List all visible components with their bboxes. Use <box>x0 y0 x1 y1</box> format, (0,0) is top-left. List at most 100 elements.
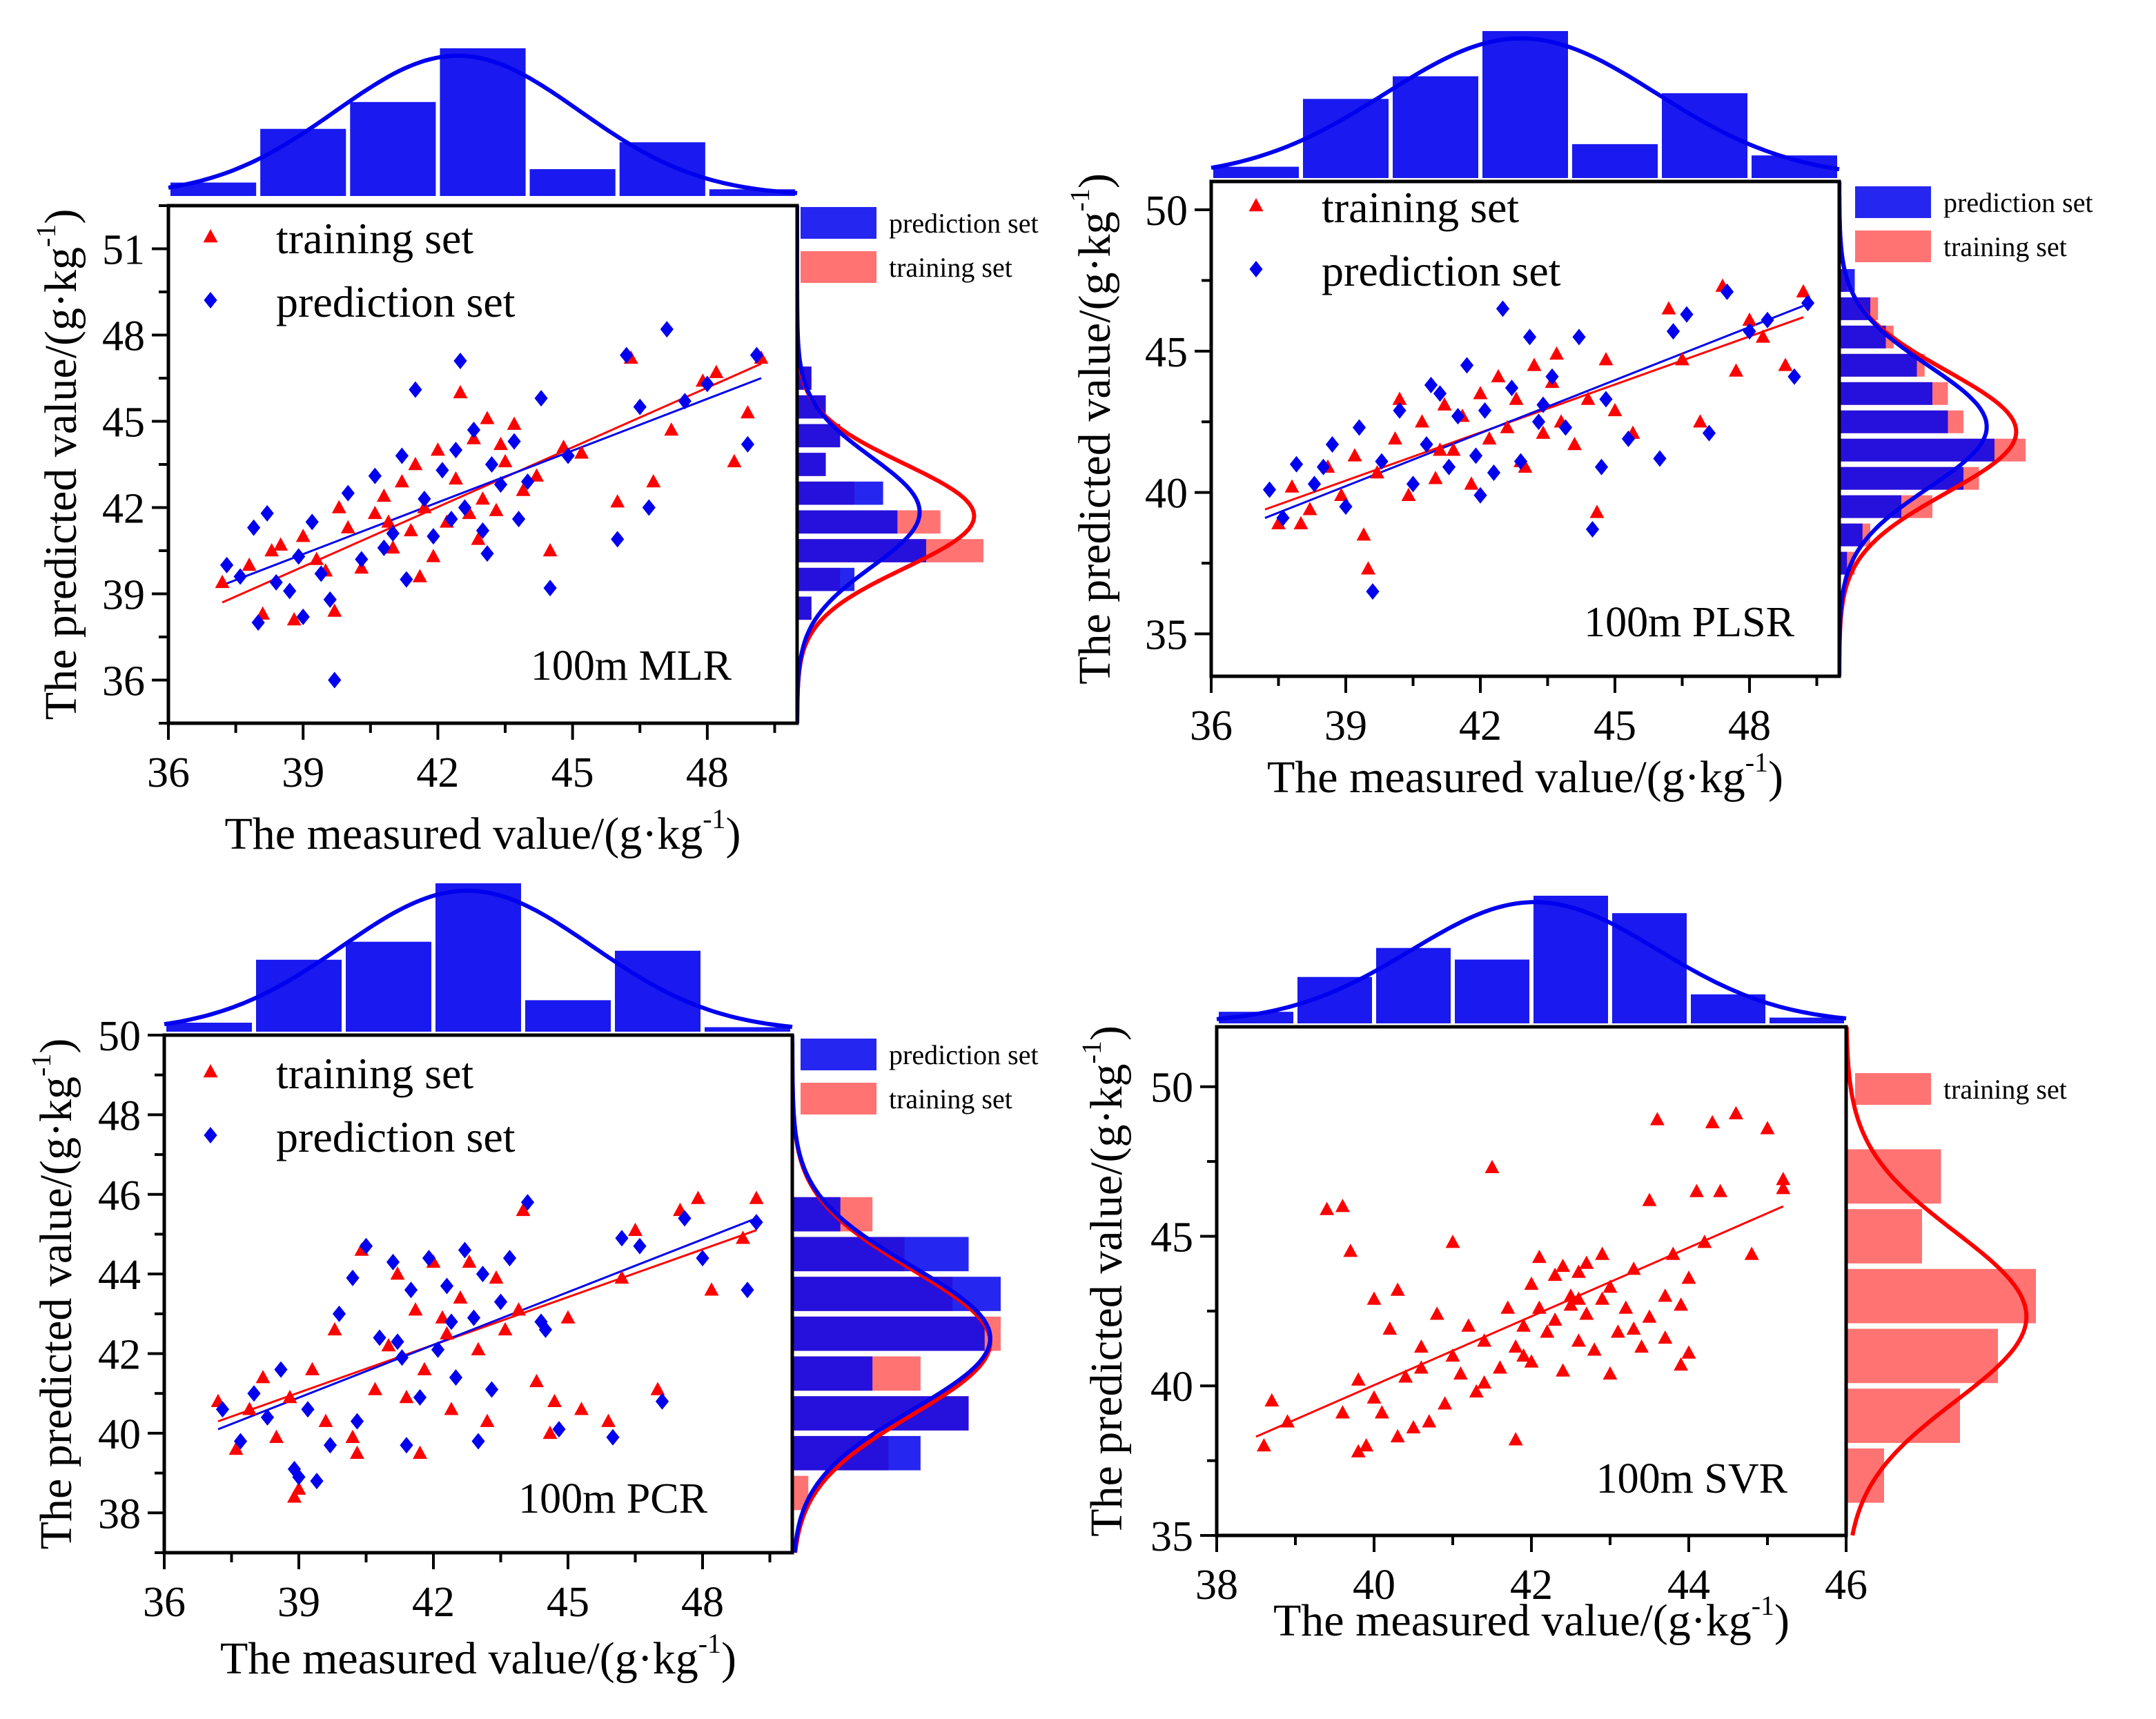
side-hist-bar-prediction <box>792 1316 985 1351</box>
data-point-training <box>1547 1312 1562 1326</box>
y-tick-label: 38 <box>98 1491 141 1538</box>
data-point-prediction <box>741 435 755 453</box>
data-point-training <box>327 603 342 617</box>
x-axis-label: The measured value/(g·kg-1) <box>220 1628 736 1684</box>
top-hist-bar <box>1482 31 1568 178</box>
data-point-training <box>1674 1297 1689 1311</box>
data-point-training <box>1571 1333 1586 1347</box>
data-point-training <box>273 537 288 551</box>
side-hist-bar-prediction <box>797 596 812 620</box>
top-hist-bar <box>705 1027 790 1032</box>
data-point-prediction <box>1496 300 1510 317</box>
data-point-training <box>408 1302 423 1316</box>
data-point-prediction <box>247 1385 261 1402</box>
fit-lines <box>1264 304 1804 519</box>
data-point-prediction <box>1473 487 1487 504</box>
data-point-training <box>331 500 346 513</box>
data-point-training <box>1665 1246 1680 1260</box>
data-point-training <box>1370 465 1384 479</box>
data-point-training <box>1580 391 1596 405</box>
data-point-prediction <box>1531 413 1546 431</box>
y-tick-label: 40 <box>1150 1364 1193 1411</box>
data-point-training <box>1429 1306 1444 1320</box>
side-hist-bar-prediction <box>792 1396 969 1431</box>
axes: 38 40 42 44 46 35 40 45 50 <box>1150 1065 1868 1609</box>
data-point-training <box>727 453 742 468</box>
x-tick-label: 39 <box>282 749 324 796</box>
data-point-training <box>542 1425 558 1440</box>
plot-area <box>162 1033 794 1555</box>
data-point-prediction <box>1375 453 1389 470</box>
data-point-training <box>493 436 508 451</box>
data-point-training <box>740 405 755 419</box>
data-point-prediction <box>332 1305 346 1322</box>
fit-line-prediction <box>222 377 762 587</box>
data-point-training <box>1500 1300 1516 1314</box>
data-point-training <box>1492 1360 1507 1374</box>
data-point-training <box>1335 1199 1350 1212</box>
data-point-prediction <box>655 1393 669 1410</box>
data-point-training <box>381 514 396 528</box>
data-point-training <box>1415 414 1429 428</box>
data-point-prediction <box>1393 402 1407 419</box>
data-point-training <box>282 1390 297 1404</box>
side-legend-swatch <box>801 251 876 283</box>
panel-100m-plsr: prediction set training set 36 39 42 45 48 35 40… <box>1064 31 2093 803</box>
data-point-prediction <box>346 1269 360 1286</box>
data-point-training <box>498 453 513 468</box>
data-point-prediction <box>620 346 634 364</box>
data-point-prediction <box>611 531 625 548</box>
data-point-prediction <box>1621 430 1636 447</box>
series-prediction <box>1262 283 1815 600</box>
data-point-training <box>1536 425 1551 439</box>
data-point-training <box>1256 1437 1271 1452</box>
data-point-prediction <box>1787 368 1801 385</box>
data-point-prediction <box>386 1253 400 1270</box>
data-point-prediction <box>606 1428 620 1446</box>
side-hist-bar-prediction <box>792 1356 873 1391</box>
x-tick-label: 45 <box>1594 703 1636 749</box>
data-point-training <box>1776 1181 1791 1195</box>
y-tick-label: 50 <box>1150 1065 1193 1112</box>
data-point-prediction <box>1558 419 1573 436</box>
data-point-training <box>1595 1246 1610 1260</box>
y-axis-label-text: The predicted value/(g·kg <box>36 247 86 720</box>
data-point-training <box>340 520 355 533</box>
data-point-training <box>1587 1342 1602 1356</box>
y-tick-label: 50 <box>1145 188 1188 235</box>
data-point-training <box>1461 1318 1476 1332</box>
data-point-training <box>1482 431 1497 445</box>
data-point-prediction <box>749 1214 763 1231</box>
data-point-prediction <box>678 1210 692 1227</box>
data-point-training <box>1334 487 1349 502</box>
y-axis-label-close: ) <box>31 1039 81 1054</box>
data-point-training <box>1674 1357 1689 1371</box>
top-hist-bar <box>1219 1012 1293 1023</box>
data-point-prediction <box>633 398 647 415</box>
data-point-training <box>286 612 302 626</box>
data-point-training <box>242 1402 257 1415</box>
y-axis-label-sup: -1 <box>26 1054 57 1077</box>
data-point-training <box>295 529 311 542</box>
data-point-training <box>1556 1363 1571 1377</box>
data-point-prediction <box>678 393 692 410</box>
data-point-prediction <box>696 1250 709 1267</box>
data-point-training <box>1598 352 1614 366</box>
side-hist-bar-prediction <box>1839 353 1917 377</box>
x-axis-label-sup: -1 <box>703 803 725 834</box>
top-hist-bar <box>440 48 526 196</box>
top-density-curve <box>168 53 798 195</box>
data-point-training <box>1579 1306 1594 1320</box>
data-point-training <box>529 468 545 482</box>
model-label: 100m PLSR <box>1584 599 1795 646</box>
data-point-prediction <box>1460 357 1474 374</box>
top-hist-bar <box>1572 144 1658 178</box>
data-point-prediction <box>633 1237 647 1255</box>
data-point-training <box>1713 1183 1728 1197</box>
data-point-training <box>610 494 625 508</box>
y-tick-label: 46 <box>98 1172 141 1219</box>
data-point-training <box>1531 1249 1547 1264</box>
legend-label: training set <box>276 214 473 263</box>
data-point-training <box>1433 442 1447 456</box>
